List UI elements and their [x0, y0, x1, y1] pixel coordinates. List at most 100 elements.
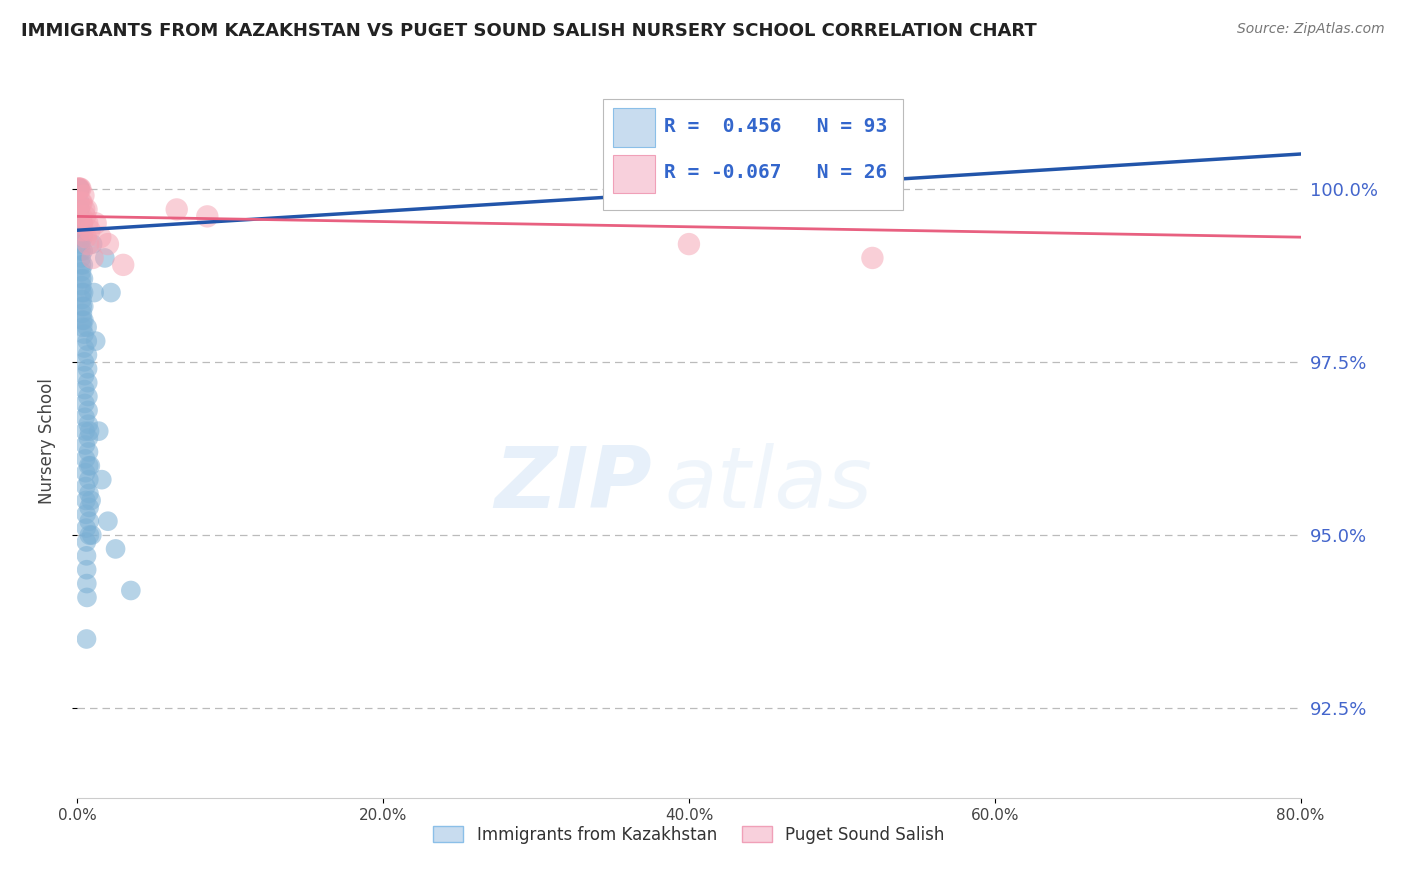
- Point: [76, 202, 98, 217]
- Point: [77, 390, 100, 404]
- Text: ZIP: ZIP: [495, 442, 652, 526]
- Point: [67, 182, 90, 196]
- Point: [75, 438, 97, 452]
- Point: [77, 458, 100, 473]
- Point: [77, 514, 100, 528]
- Point: [75, 508, 97, 522]
- Point: [76, 348, 98, 362]
- Point: [75, 230, 97, 244]
- Point: [72, 313, 94, 327]
- Text: IMMIGRANTS FROM KAZAKHSTAN VS PUGET SOUND SALISH NURSERY SCHOOL CORRELATION CHAR: IMMIGRANTS FROM KAZAKHSTAN VS PUGET SOUN…: [21, 22, 1036, 40]
- Point: [70, 293, 93, 307]
- Point: [72, 306, 94, 320]
- Point: [76, 320, 98, 334]
- Point: [69, 182, 91, 196]
- Point: [66, 182, 89, 196]
- FancyBboxPatch shape: [613, 154, 655, 194]
- Point: [70, 300, 93, 314]
- Point: [79, 424, 101, 438]
- Point: [83, 285, 105, 300]
- Point: [75, 479, 97, 493]
- Point: [73, 341, 96, 355]
- Point: [69, 202, 91, 217]
- Point: [73, 410, 96, 425]
- Point: [67, 182, 90, 196]
- Point: [75, 466, 97, 480]
- Point: [77, 473, 100, 487]
- Point: [77, 403, 100, 417]
- Point: [72, 271, 94, 285]
- Point: [104, 541, 127, 556]
- Point: [70, 216, 93, 230]
- Point: [69, 182, 91, 196]
- Point: [120, 583, 142, 598]
- Point: [72, 244, 94, 258]
- Point: [195, 210, 218, 224]
- Point: [70, 210, 93, 224]
- Point: [73, 202, 96, 217]
- Point: [73, 313, 96, 327]
- Point: [72, 320, 94, 334]
- Point: [67, 182, 90, 196]
- Point: [73, 368, 96, 383]
- Point: [97, 514, 120, 528]
- Point: [66, 182, 89, 196]
- Point: [69, 182, 91, 196]
- Point: [67, 182, 90, 196]
- Point: [73, 300, 96, 314]
- Point: [90, 473, 112, 487]
- Point: [112, 258, 135, 272]
- Point: [76, 591, 98, 605]
- Point: [97, 237, 120, 252]
- Point: [77, 237, 100, 252]
- Point: [80, 493, 103, 508]
- Point: [67, 182, 90, 196]
- Point: [69, 230, 91, 244]
- Point: [69, 182, 91, 196]
- Point: [70, 237, 93, 252]
- Point: [67, 182, 90, 196]
- Point: [75, 424, 97, 438]
- Point: [82, 237, 104, 252]
- Text: atlas: atlas: [665, 442, 873, 526]
- Point: [70, 278, 93, 293]
- Text: R = -0.067   N = 26: R = -0.067 N = 26: [665, 163, 887, 182]
- Point: [70, 271, 93, 285]
- Point: [76, 576, 98, 591]
- Point: [94, 251, 117, 265]
- Point: [862, 251, 884, 265]
- Point: [69, 210, 91, 224]
- Point: [76, 376, 98, 390]
- Point: [72, 223, 94, 237]
- Point: [70, 195, 93, 210]
- Point: [76, 361, 98, 376]
- Point: [70, 251, 93, 265]
- Text: R =  0.456   N = 93: R = 0.456 N = 93: [665, 117, 887, 136]
- Point: [89, 230, 111, 244]
- FancyBboxPatch shape: [613, 108, 655, 147]
- Point: [72, 230, 94, 244]
- Point: [67, 182, 90, 196]
- Point: [84, 216, 107, 230]
- Point: [77, 486, 100, 500]
- Point: [73, 355, 96, 369]
- Point: [82, 251, 104, 265]
- Point: [69, 195, 91, 210]
- Point: [77, 500, 100, 515]
- Point: [76, 563, 98, 577]
- Point: [66, 182, 89, 196]
- Point: [69, 216, 91, 230]
- Point: [70, 244, 93, 258]
- Point: [79, 223, 101, 237]
- FancyBboxPatch shape: [603, 99, 903, 210]
- Point: [80, 528, 103, 542]
- Point: [67, 182, 90, 196]
- Y-axis label: Nursery School: Nursery School: [38, 378, 56, 505]
- Point: [73, 383, 96, 397]
- Point: [76, 549, 98, 563]
- Point: [75, 521, 97, 535]
- Point: [69, 182, 91, 196]
- Point: [77, 417, 100, 432]
- Point: [67, 182, 90, 196]
- Point: [75, 451, 97, 466]
